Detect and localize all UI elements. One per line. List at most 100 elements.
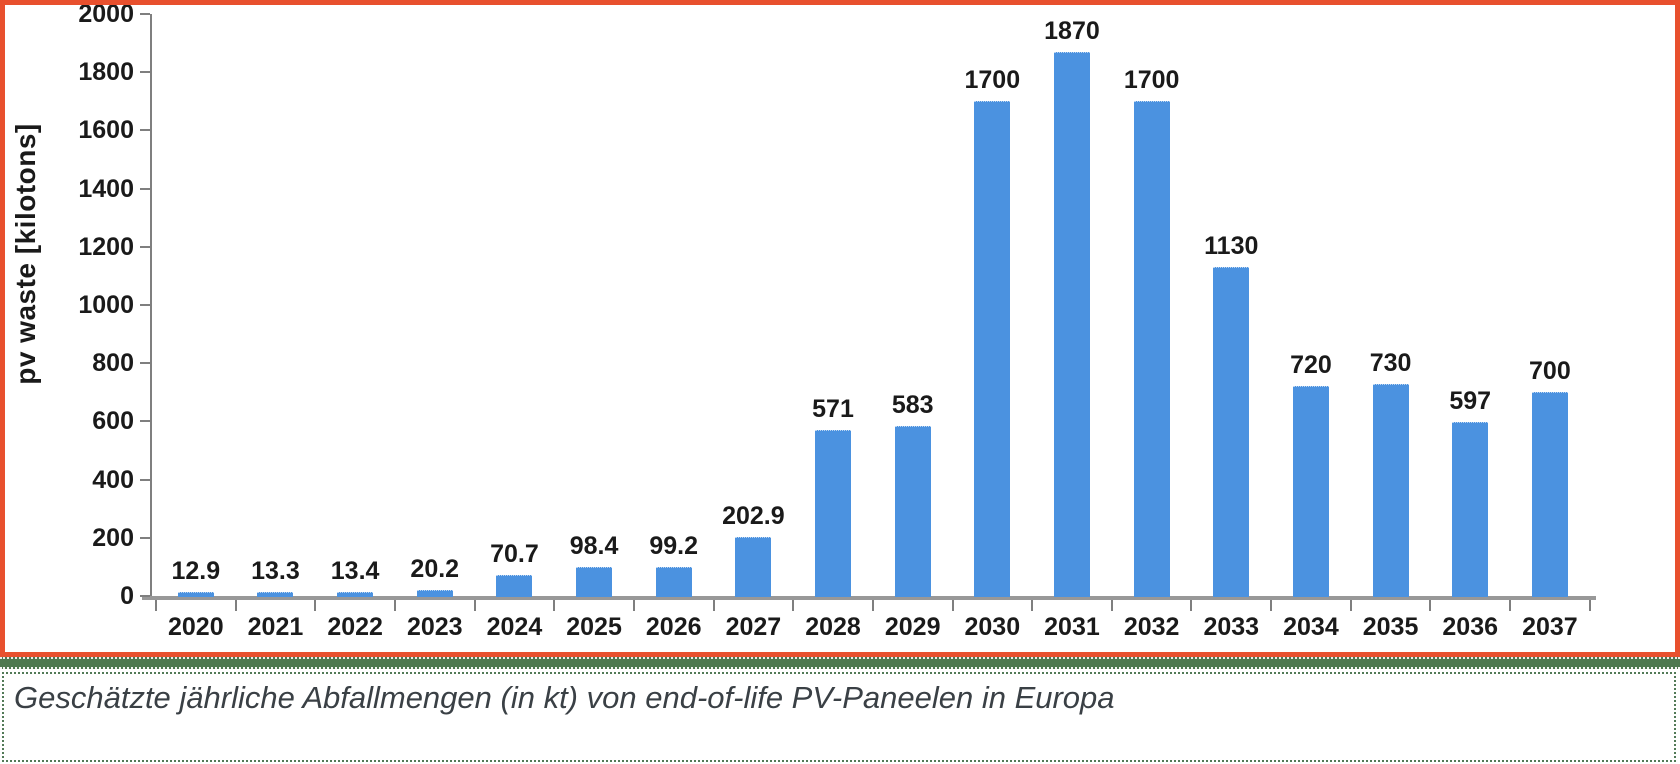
x-axis-category-label: 2028 — [805, 613, 861, 641]
bar — [655, 567, 692, 597]
bar-value-label: 1700 — [1123, 66, 1180, 95]
x-axis-category-label: 2034 — [1283, 613, 1339, 641]
y-tick — [140, 71, 150, 74]
green-separator-bar — [0, 657, 1680, 669]
x-axis-category-label: 2022 — [327, 613, 383, 641]
x-axis-category-label: 2025 — [566, 613, 622, 641]
x-axis-category-label: 2020 — [168, 613, 224, 641]
y-tick — [140, 536, 150, 539]
x-tick — [1509, 600, 1512, 611]
y-tick-label: 1200 — [78, 232, 134, 261]
x-axis-category-label: 2032 — [1123, 613, 1180, 641]
x-axis-category-label: 2037 — [1522, 613, 1578, 641]
x-axis-category-label: 2021 — [247, 613, 304, 641]
x-tick — [1349, 600, 1352, 611]
y-tick — [140, 187, 150, 190]
bar — [1053, 51, 1090, 597]
bar-value-label: 1870 — [1044, 16, 1100, 45]
bar — [1292, 386, 1329, 597]
bar-value-label: 202.9 — [722, 501, 785, 530]
y-tick — [140, 478, 150, 481]
bar-value-label: 12.9 — [171, 557, 221, 586]
bar — [1372, 383, 1409, 597]
x-axis-category-label: 2033 — [1203, 613, 1260, 641]
bar-value-label: 730 — [1369, 348, 1412, 377]
y-tick-label: 800 — [92, 349, 134, 378]
bar-value-label: 571 — [812, 394, 854, 423]
bar-value-label: 700 — [1529, 357, 1571, 386]
bar-value-label: 1700 — [964, 66, 1021, 95]
x-tick — [234, 600, 237, 611]
bar-chart: pv waste [kilotons] 0 200 400 600 800 1000 120… — [10, 0, 1596, 641]
x-axis-line — [142, 596, 1596, 600]
x-axis-category-label: 2035 — [1362, 613, 1419, 641]
y-tick — [140, 245, 150, 248]
figure-caption: Geschätzte jährliche Abfallmengen (in kt… — [14, 680, 1115, 715]
x-axis-category-label: 2024 — [486, 613, 543, 641]
x-tick — [792, 600, 795, 611]
y-tick — [140, 420, 150, 423]
x-tick — [871, 600, 874, 611]
x-tick — [473, 600, 476, 611]
y-tick-label: 1000 — [78, 291, 134, 319]
bar — [257, 592, 294, 597]
bar — [576, 567, 613, 597]
y-tick — [140, 595, 150, 597]
bar-value-label: 13.3 — [251, 557, 300, 586]
bar-value-label: 70.7 — [490, 540, 539, 569]
bar-value-label: 20.2 — [410, 555, 460, 584]
y-tick-label: 400 — [92, 465, 134, 494]
x-tick — [155, 600, 157, 611]
bar — [894, 426, 931, 597]
x-axis-category-label: 2027 — [725, 613, 782, 641]
x-tick — [1190, 600, 1193, 611]
x-tick — [1270, 600, 1273, 611]
bar — [496, 575, 533, 597]
x-axis-category-label: 2029 — [884, 613, 941, 641]
x-tick — [314, 600, 317, 611]
bar — [1531, 392, 1568, 597]
y-tick — [140, 304, 150, 306]
x-tick — [1429, 600, 1432, 611]
y-tick-label: 1800 — [78, 58, 134, 87]
x-axis-category-label: 2030 — [964, 613, 1021, 641]
x-tick — [712, 600, 715, 611]
bar-value-label: 720 — [1290, 351, 1332, 380]
x-axis-category-label: 2026 — [645, 613, 702, 641]
y-tick-label: 600 — [92, 407, 134, 436]
y-tick-label: 2000 — [78, 0, 134, 28]
y-tick — [140, 362, 150, 365]
x-axis-category-label: 2023 — [406, 613, 463, 641]
x-tick — [1031, 600, 1034, 611]
bar-value-label: 1130 — [1204, 232, 1259, 261]
bar — [337, 592, 374, 597]
bar-value-label: 597 — [1449, 387, 1492, 416]
y-tick — [140, 13, 150, 15]
bar — [177, 592, 214, 597]
x-tick — [632, 600, 635, 611]
x-tick — [951, 600, 954, 611]
x-tick — [1588, 600, 1591, 611]
bar — [416, 590, 453, 597]
y-tick — [140, 129, 150, 132]
bar — [735, 536, 772, 597]
x-tick — [393, 600, 396, 611]
bar — [1213, 267, 1250, 597]
x-axis-category-label: 2031 — [1044, 613, 1100, 641]
y-tick-label: 0 — [120, 582, 134, 610]
bar — [815, 429, 852, 597]
bar — [1452, 422, 1489, 597]
x-tick — [553, 600, 556, 611]
bar-value-label: 99.2 — [649, 532, 699, 561]
bar — [974, 101, 1011, 597]
y-axis-line — [150, 14, 152, 596]
x-axis-category-label: 2036 — [1442, 613, 1499, 641]
caption-box: Geschätzte jährliche Abfallmengen (in kt… — [2, 672, 1676, 762]
bar-value-label: 98.4 — [569, 532, 619, 561]
bar — [1133, 101, 1170, 597]
y-tick-label: 200 — [92, 523, 134, 552]
x-tick — [1110, 600, 1113, 611]
y-tick-label: 1600 — [78, 116, 134, 145]
bar-value-label: 583 — [891, 391, 934, 420]
